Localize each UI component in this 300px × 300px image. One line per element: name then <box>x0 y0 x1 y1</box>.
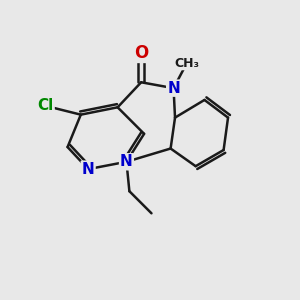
Text: N: N <box>82 162 94 177</box>
Text: N: N <box>167 81 180 96</box>
Text: N: N <box>120 154 133 169</box>
Text: Cl: Cl <box>37 98 54 113</box>
Text: O: O <box>134 44 148 62</box>
Text: CH₃: CH₃ <box>174 57 199 70</box>
